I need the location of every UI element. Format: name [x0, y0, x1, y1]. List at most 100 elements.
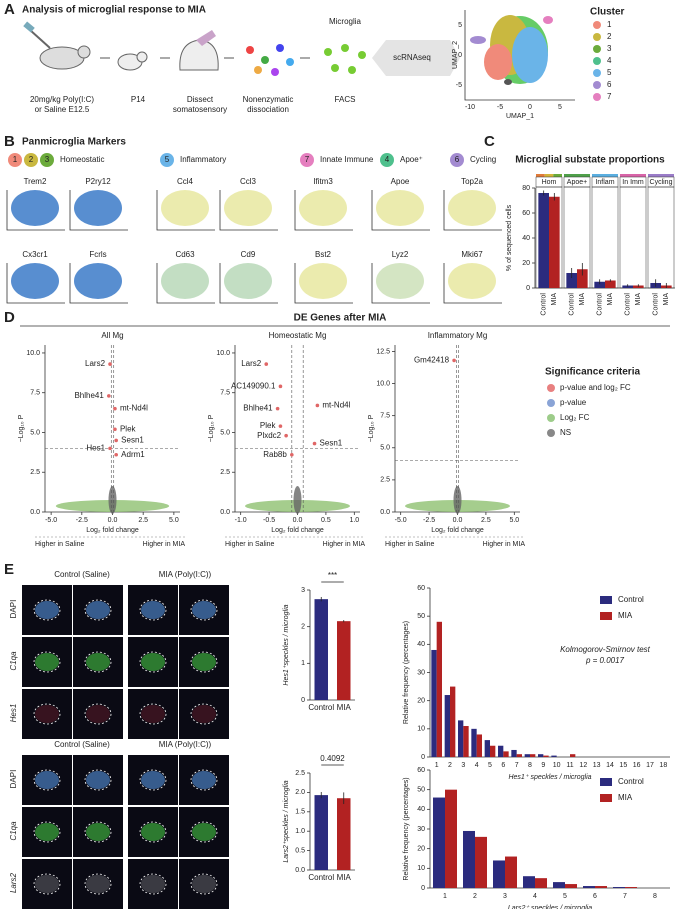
y-tick-label: 2.5 [295, 770, 305, 777]
micrograph-signal [192, 875, 216, 893]
x-axis-label: Log₂ fold change [431, 527, 484, 534]
legend-label: NS [560, 428, 571, 437]
bar [543, 756, 548, 757]
y-tick-label: 50 [417, 613, 425, 620]
y-tick-label: 10.0 [376, 380, 390, 387]
x-tick-label: 8 [653, 893, 657, 900]
point-label: Gm42418 [414, 356, 450, 365]
x-tick-label: 8 [528, 762, 532, 769]
point-label: mt-Nd4l [120, 404, 148, 413]
feature-plot [224, 263, 272, 299]
gene-label: Ccl3 [240, 177, 257, 186]
legend-swatch [547, 414, 555, 422]
strip-color [564, 174, 590, 177]
direction-label: Higher in MIA [143, 541, 186, 548]
facet-frame [648, 187, 674, 288]
gene-label: Cd63 [175, 250, 195, 259]
bar [523, 876, 535, 888]
panel-title: DE Genes after MIA [294, 313, 387, 324]
bar [471, 729, 476, 757]
point-label: Sesn1 [320, 439, 343, 448]
y-tick-label: 0.0 [220, 509, 230, 516]
bar [485, 740, 490, 757]
x-tick-label: 2.5 [138, 517, 148, 524]
cluster-badge-label: 5 [165, 155, 170, 164]
legend-label: Control [618, 777, 644, 786]
step-label: Dissect [187, 95, 214, 104]
bar [445, 695, 450, 757]
legend-swatch [593, 93, 601, 101]
legend-swatch [593, 21, 601, 29]
chart-title: Homeostatic Mg [269, 331, 327, 340]
y-tick-label: 20 [417, 846, 425, 853]
micrograph-signal [192, 601, 216, 619]
bar [490, 746, 495, 757]
panel-label: E [4, 561, 14, 578]
x-tick-label: 2 [473, 893, 477, 900]
feature-plot [161, 190, 209, 226]
x-tick-label: 1 [443, 893, 447, 900]
micrograph-signal [35, 653, 59, 671]
y-axis-label: Relative frequency (percentages) [403, 777, 410, 880]
micrograph-signal [141, 653, 165, 671]
x-tick-label: 17 [646, 762, 654, 769]
point-label: Lars2 [85, 359, 106, 368]
x-tick-label: MIA [551, 293, 558, 306]
bar [525, 754, 530, 757]
x-tick-label: 5 [563, 893, 567, 900]
x-tick-label: Control [308, 873, 334, 882]
gene-label: P2ry12 [85, 177, 111, 186]
x-tick-label: -5.0 [395, 517, 407, 524]
x-tick-label: 6 [501, 762, 505, 769]
point [290, 453, 294, 457]
bar [337, 798, 351, 870]
point [107, 394, 111, 398]
facet-frame [592, 187, 618, 288]
legend-swatch [593, 81, 601, 89]
point [276, 407, 280, 411]
y-axis-label: % of sequenced cells [506, 204, 513, 271]
bar [551, 756, 556, 757]
y-tick-label: 7.5 [220, 390, 230, 397]
y-axis-label: Relative frequency (percentages) [403, 621, 410, 724]
bar [503, 751, 508, 757]
x-tick-label: Control [597, 293, 604, 316]
step-label: P14 [131, 95, 146, 104]
step-label: scRNAseq [393, 53, 431, 62]
legend-swatch [547, 429, 555, 437]
feature-plot [376, 190, 424, 226]
legend-swatch [593, 69, 601, 77]
group-label: Inflammatory [180, 155, 226, 164]
gene-label: Apoe [391, 177, 410, 186]
significance-label: *** [328, 571, 337, 580]
legend-label: p-value [560, 398, 587, 407]
feature-plot [161, 263, 209, 299]
gene-label: Cx3cr1 [22, 250, 48, 259]
y-tick-label: 30 [417, 669, 425, 676]
x-tick-label: 2.5 [481, 517, 491, 524]
x-tick-label: 0 [528, 104, 532, 111]
x-tick-label: 13 [593, 762, 601, 769]
bar [505, 857, 517, 888]
legend-label: 2 [607, 32, 612, 41]
point [113, 427, 117, 431]
point-label: Hes1 [86, 443, 105, 452]
x-tick-label: 11 [566, 762, 573, 769]
y-tick-label: 1 [301, 660, 305, 667]
bar [535, 878, 547, 888]
x-tick-label: Control [625, 293, 632, 316]
legend-title: Significance criteria [545, 367, 640, 378]
x-tick-label: MIA [337, 873, 352, 882]
strip-color [592, 174, 618, 177]
gene-label: Bst2 [315, 250, 332, 259]
micrograph-signal [192, 771, 216, 789]
micrograph-signal [35, 771, 59, 789]
y-tick-label: 0.0 [380, 509, 390, 516]
feature-plot [11, 263, 59, 299]
row-label: Hes1 [9, 704, 18, 723]
point-label: Adrm1 [121, 450, 145, 459]
bar [315, 795, 329, 870]
y-tick-label: 0 [421, 754, 425, 761]
step-label: FACS [335, 95, 356, 104]
step-label: Microglia [329, 17, 362, 26]
